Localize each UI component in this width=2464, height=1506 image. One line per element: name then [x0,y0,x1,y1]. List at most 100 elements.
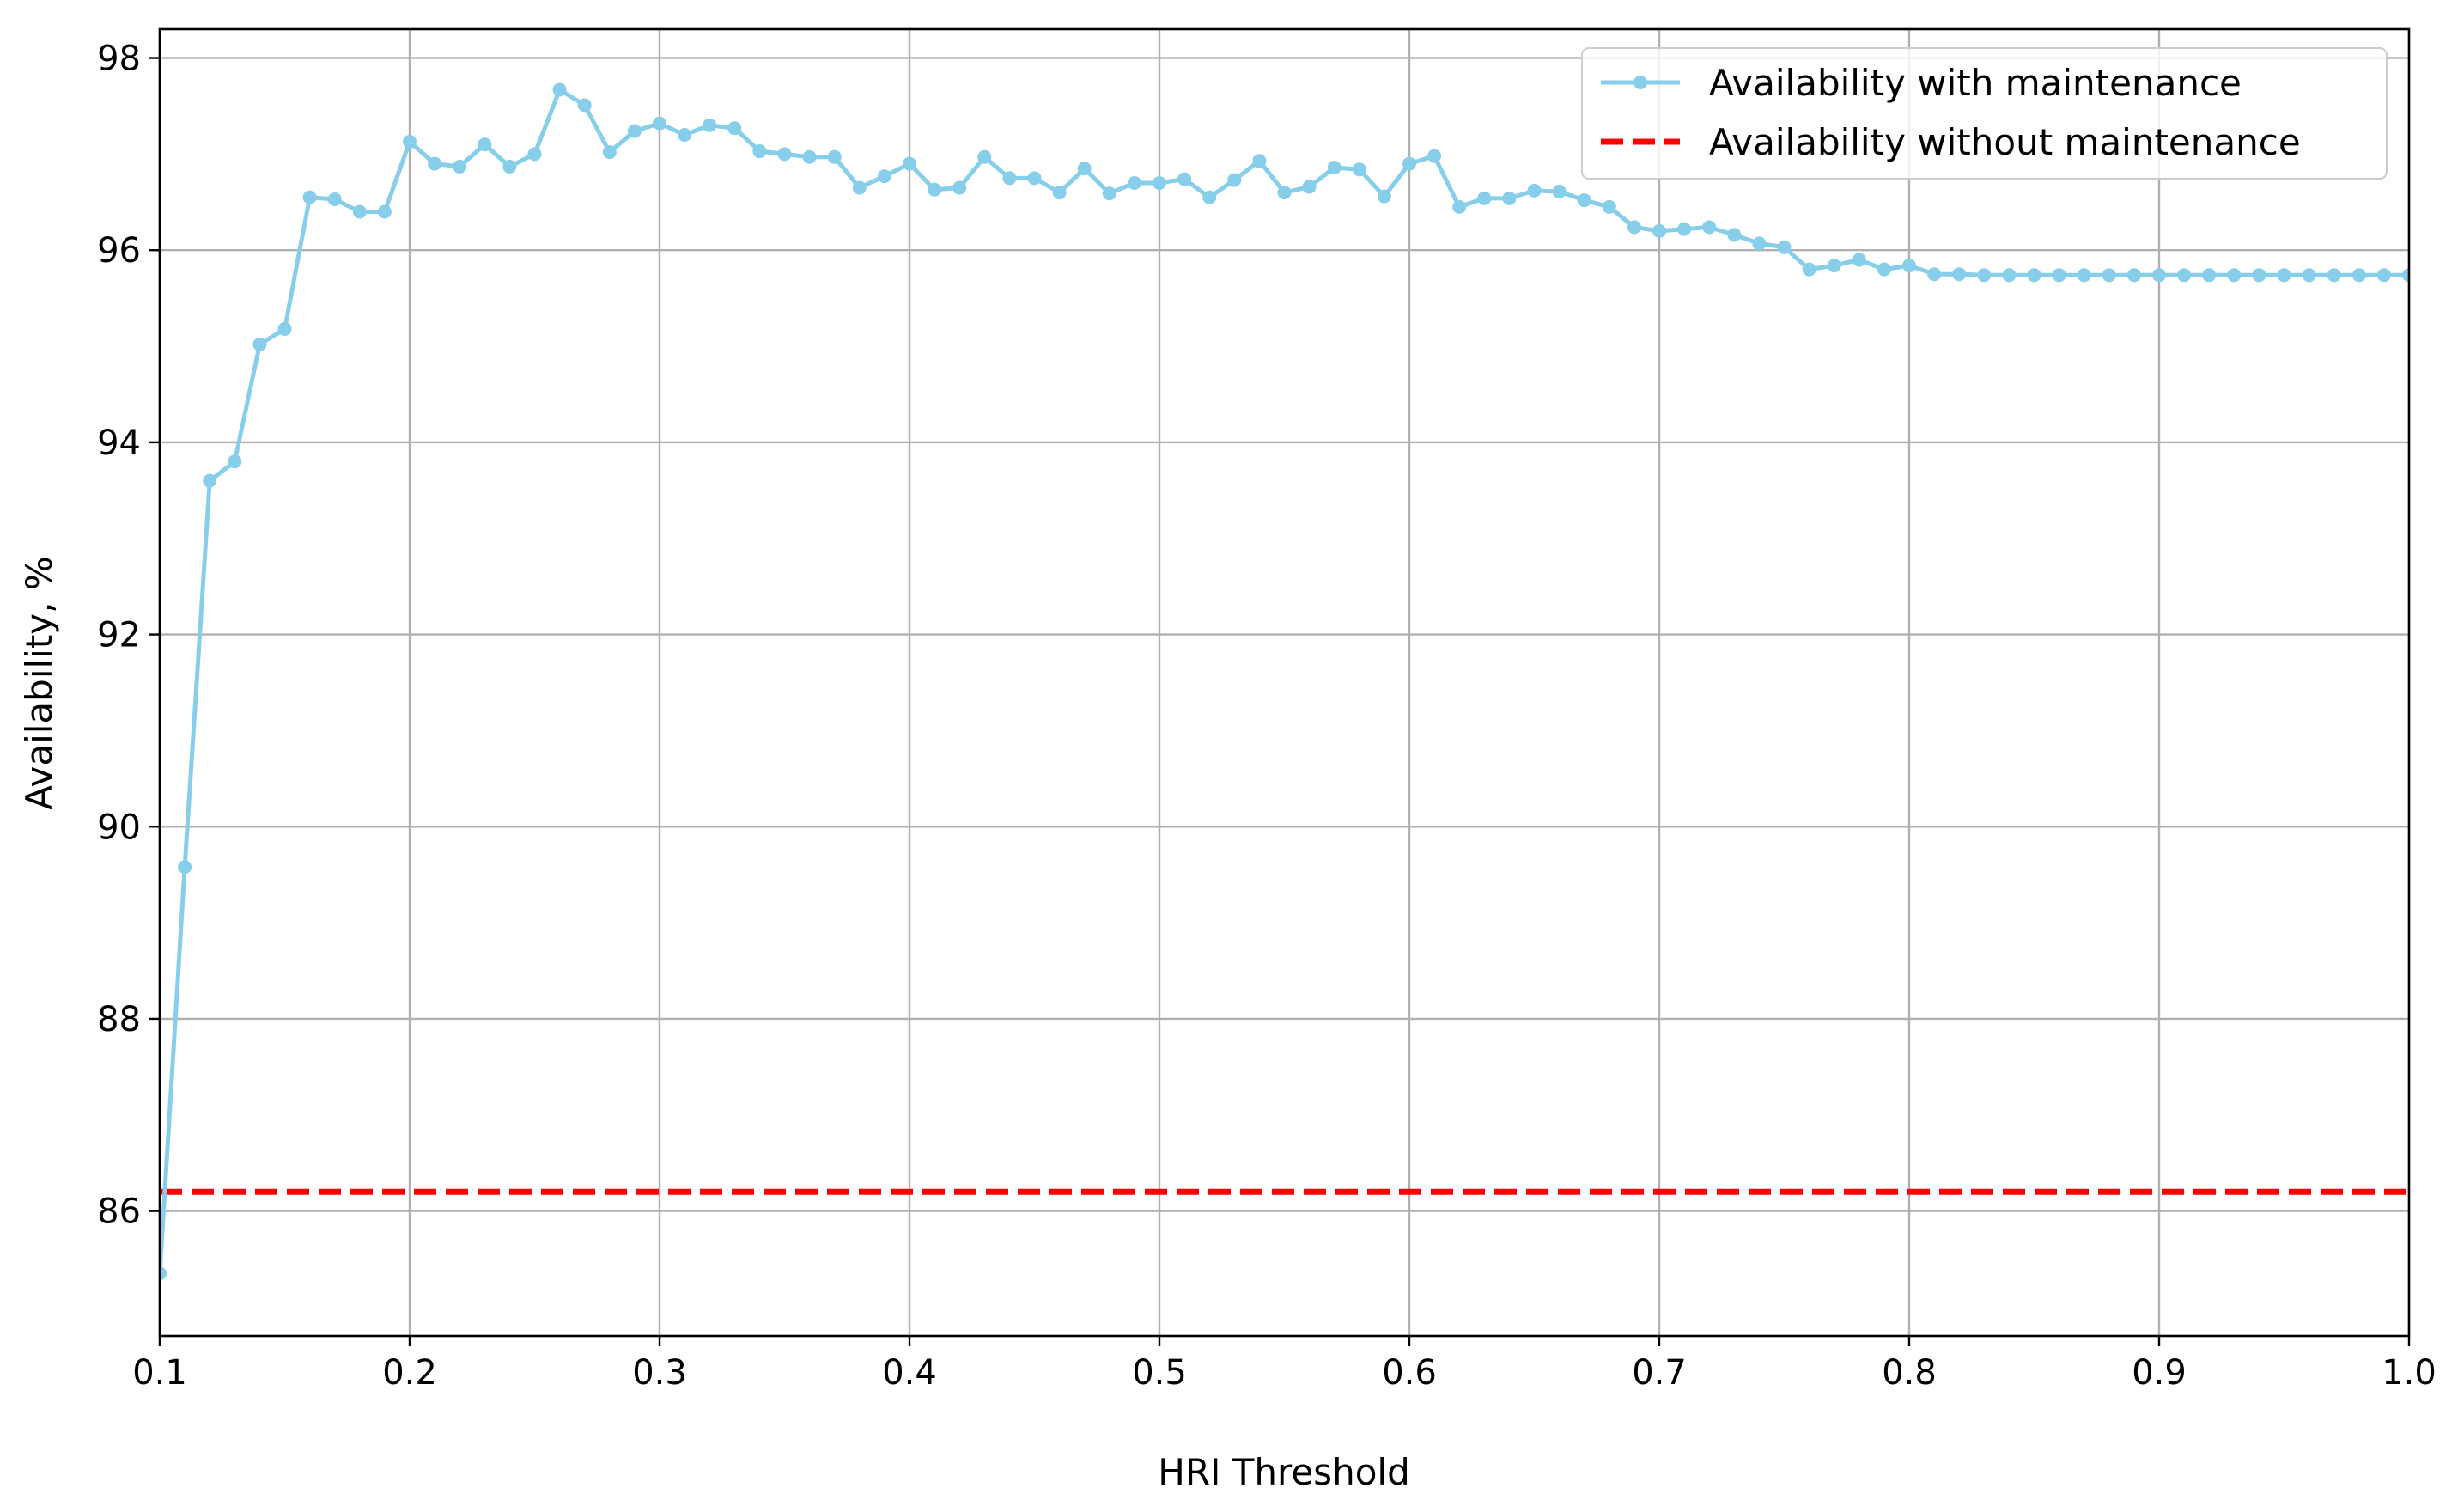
data-point-with-maintenance [1827,259,1841,273]
data-point-with-maintenance [928,182,942,197]
data-point-with-maintenance [1002,171,1017,186]
x-tick-label: 0.5 [1132,1353,1187,1393]
data-point-with-maintenance [1377,189,1391,204]
data-point-with-maintenance [1627,220,1641,235]
legend-box [1581,47,2388,180]
y-tick-label: 86 [97,1192,141,1232]
x-tick-label: 0.2 [382,1353,437,1393]
data-point-with-maintenance [1652,223,1666,238]
x-axis-ticks: 0.1 0.2 0.3 0.4 0.5 0.6 0.7 0.8 0.9 1.0 [132,1336,2437,1393]
data-point-with-maintenance [2252,268,2266,283]
data-point-with-maintenance [1677,222,1692,236]
data-point-with-maintenance [1327,161,1342,175]
data-point-with-maintenance [1102,186,1116,201]
data-point-with-maintenance [1127,175,1141,190]
data-point-with-maintenance [2052,268,2066,283]
y-tick-label: 88 [97,1000,141,1040]
y-tick-label: 90 [97,808,141,847]
data-point-with-maintenance [552,82,567,97]
data-point-with-maintenance [1777,240,1792,254]
data-point-with-maintenance [752,144,767,159]
data-point-with-maintenance [653,116,666,131]
data-point-with-maintenance [228,454,242,469]
y-tick-label: 94 [97,424,141,463]
data-point-with-maintenance [403,134,417,149]
data-point-with-maintenance [252,337,267,351]
x-tick-label: 1.0 [2382,1353,2437,1393]
y-axis-ticks: 86 88 90 92 94 96 98 [97,40,160,1232]
x-tick-label: 0.4 [882,1353,937,1393]
data-point-with-maintenance [1852,253,1866,267]
data-point-with-maintenance [178,860,192,875]
data-point-with-maintenance [2351,268,2366,283]
data-point-with-maintenance [877,169,891,184]
data-point-with-maintenance [1502,191,1517,205]
data-point-with-maintenance [2402,268,2409,283]
data-point-with-maintenance [1702,220,1717,235]
data-point-with-maintenance [527,147,542,162]
data-point-with-maintenance [727,121,742,136]
data-point-with-maintenance [1277,186,1292,200]
data-point-with-maintenance [2126,268,2141,283]
plot-frame [158,27,2411,1338]
data-point-with-maintenance [827,149,842,164]
data-point-with-maintenance [1602,199,1616,214]
data-point-with-maintenance [627,124,642,138]
data-point-with-maintenance [1027,171,1042,186]
data-point-with-maintenance [678,128,692,143]
data-point-with-maintenance [777,147,792,162]
series-layer [160,82,2409,1281]
data-point-with-maintenance [478,137,492,152]
data-point-with-maintenance [2002,268,2017,283]
x-axis-title: HRI Threshold [1158,1451,1410,1493]
data-point-with-maintenance [203,473,217,488]
data-point-with-maintenance [2302,268,2316,283]
data-point-with-maintenance [1977,268,1992,283]
data-point-with-maintenance [1552,185,1567,199]
data-point-with-maintenance [1527,183,1542,198]
data-point-with-maintenance [602,145,617,160]
data-point-with-maintenance [1902,259,1916,273]
data-point-with-maintenance [2152,268,2166,283]
y-tick-label: 98 [97,40,141,79]
data-point-with-maintenance [1952,267,1967,282]
y-axis-title: Availability, % [18,556,60,810]
data-point-with-maintenance [2277,268,2291,283]
data-point-with-maintenance [1577,193,1591,208]
data-point-with-maintenance [903,156,916,171]
x-tick-label: 0.3 [632,1353,687,1393]
data-point-with-maintenance [1877,262,1891,277]
data-point-with-maintenance [577,98,592,113]
data-point-with-maintenance [2102,268,2116,283]
data-point-with-maintenance [160,1266,167,1281]
data-point-with-maintenance [2327,268,2341,283]
x-tick-label: 0.6 [1382,1353,1437,1393]
data-point-with-maintenance [852,180,867,195]
data-point-with-maintenance [377,204,392,219]
data-point-with-maintenance [1077,162,1092,176]
data-point-with-maintenance [1202,190,1217,204]
data-point-with-maintenance [952,180,967,195]
data-point-with-maintenance [453,159,467,174]
legend-marker-with-maintenance [1634,76,1647,89]
data-point-with-maintenance [1927,267,1942,282]
legend-label-with-maintenance: Availability with maintenance [1709,62,2242,104]
x-tick-label: 0.8 [1882,1353,1937,1393]
x-tick-label: 0.9 [2132,1353,2187,1393]
data-point-with-maintenance [1302,180,1317,194]
x-tick-label: 0.1 [132,1353,187,1393]
data-point-with-maintenance [2027,268,2041,283]
data-point-with-maintenance [1752,236,1767,251]
data-point-with-maintenance [277,321,292,336]
y-tick-label: 96 [97,231,141,271]
data-point-with-maintenance [1227,173,1242,187]
data-point-with-maintenance [327,192,342,206]
data-point-with-maintenance [2227,268,2242,283]
data-point-with-maintenance [302,190,317,204]
data-point-with-maintenance [703,118,717,132]
data-point-with-maintenance [802,149,817,164]
data-point-with-maintenance [352,204,367,219]
x-tick-label: 0.7 [1632,1353,1687,1393]
data-point-with-maintenance [1177,172,1192,186]
